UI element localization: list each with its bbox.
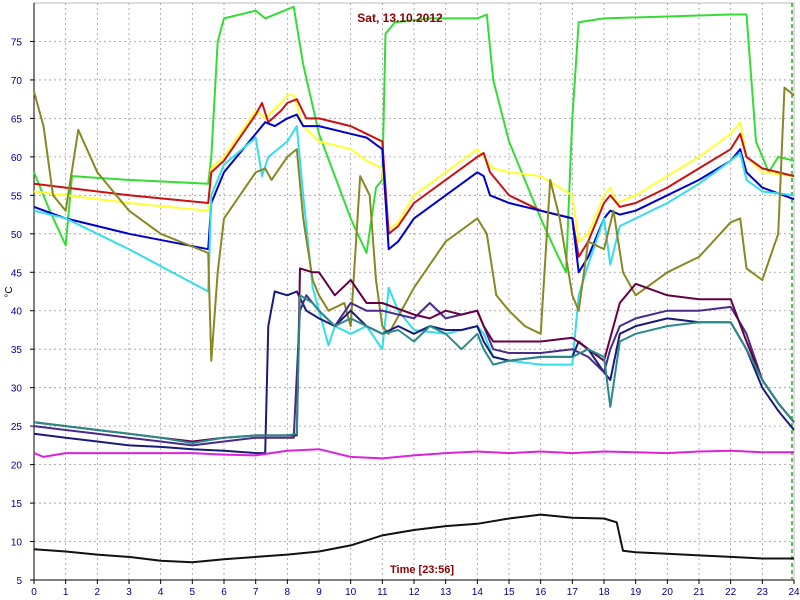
- x-tick-label: 10: [345, 587, 357, 598]
- x-tick-label: 9: [316, 587, 322, 598]
- series-line-1: [33, 5, 795, 274]
- series-line-10: [33, 294, 795, 445]
- x-tick-label: 20: [662, 587, 674, 598]
- series-line-8: [33, 294, 795, 447]
- x-tick-label: 22: [725, 587, 737, 598]
- x-tick-label: 19: [630, 587, 642, 598]
- y-tick-label: 55: [11, 191, 23, 202]
- x-tick-label: 23: [757, 587, 769, 598]
- series-line-2: [33, 94, 795, 243]
- series-line-12: [33, 513, 794, 564]
- x-tick-label: 17: [567, 587, 579, 598]
- y-tick-label: 40: [11, 307, 23, 318]
- x-axis-label: Time [23:56]: [390, 564, 454, 576]
- series-line-11: [33, 448, 794, 460]
- x-tick-label: 4: [158, 587, 164, 598]
- x-tick-label: 0: [31, 587, 37, 598]
- series-line-4: [33, 113, 795, 274]
- x-tick-label: 18: [598, 587, 610, 598]
- x-tick-label: 3: [126, 587, 132, 598]
- y-axis-label: °C: [4, 286, 15, 297]
- x-tick-label: 16: [535, 587, 547, 598]
- tick-labels: 0 1 2 3 4 5 6 7 8 9 10 11 12 13 14 15 16 17 18 19 20 21 22 23 24…: [11, 37, 800, 598]
- y-tick-label: 75: [11, 37, 23, 48]
- x-tick-label: 11: [377, 587, 388, 598]
- y-tick-label: 15: [11, 499, 23, 510]
- y-tick-label: 5: [16, 576, 22, 587]
- x-tick-label: 21: [693, 587, 705, 598]
- y-tick-label: 10: [11, 538, 23, 549]
- x-tick-label: 8: [285, 587, 291, 598]
- y-tick-label: 45: [11, 268, 23, 279]
- x-tick-label: 24: [788, 587, 800, 598]
- x-tick-label: 5: [190, 587, 196, 598]
- x-tick-label: 13: [440, 587, 452, 598]
- x-tick-label: 14: [472, 587, 484, 598]
- x-tick-label: 6: [221, 587, 227, 598]
- y-tick-label: 65: [11, 114, 23, 125]
- y-tick-label: 30: [11, 384, 23, 395]
- x-tick-label: 15: [503, 587, 515, 598]
- x-tick-label: 1: [63, 587, 69, 598]
- grid: [34, 3, 794, 580]
- x-tick-label: 2: [95, 587, 101, 598]
- x-tick-label: 12: [408, 587, 420, 598]
- y-tick-label: 60: [11, 153, 23, 164]
- x-tick-label: 7: [253, 587, 259, 598]
- series-line-5: [33, 125, 795, 366]
- y-tick-label: 20: [11, 461, 23, 472]
- y-tick-label: 70: [11, 76, 23, 87]
- y-tick-label: 35: [11, 345, 23, 356]
- y-tick-label: 50: [11, 230, 23, 241]
- series-line-6: [33, 86, 795, 362]
- series-line-3: [33, 98, 795, 258]
- y-tick-label: 25: [11, 422, 23, 433]
- series-group: [33, 5, 795, 564]
- chart-title: Sat, 13.10.2012: [357, 11, 443, 25]
